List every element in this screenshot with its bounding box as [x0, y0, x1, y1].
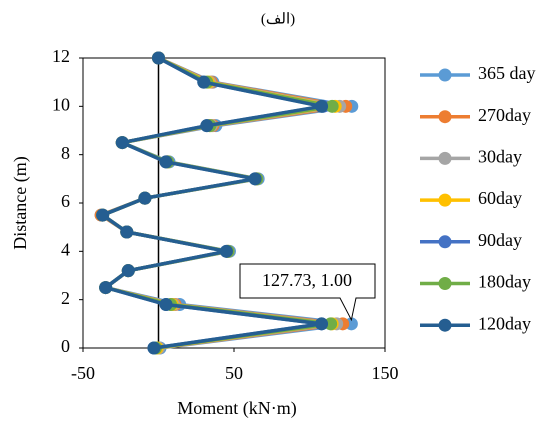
point: [159, 298, 173, 311]
legend-label: 90day: [478, 230, 522, 250]
legend-label: 180day: [478, 272, 531, 292]
x-tick-label: 150: [372, 363, 399, 383]
point: [120, 225, 134, 239]
annotation: 127.73, 1.00: [262, 270, 352, 290]
legend-marker: [438, 110, 452, 124]
y-tick-label: 12: [52, 46, 70, 66]
legend-label: 60day: [478, 188, 522, 208]
y-axis-title: Distance (m): [10, 156, 31, 249]
point: [325, 99, 339, 113]
y-tick-label: 0: [61, 336, 70, 356]
point: [147, 341, 161, 355]
point: [200, 119, 214, 133]
y-tick-label: 4: [61, 239, 70, 259]
legend-marker: [438, 68, 452, 82]
point: [96, 208, 110, 222]
x-tick-label: -50: [71, 363, 95, 383]
legend-label: 30day: [478, 147, 522, 167]
point: [121, 264, 135, 278]
point: [138, 191, 152, 205]
point: [159, 155, 173, 169]
point: [248, 172, 262, 186]
y-tick-label: 2: [61, 288, 70, 308]
legend-label: 270day: [478, 105, 531, 125]
series-line: [98, 56, 322, 350]
point: [219, 244, 233, 258]
chart-title: (الف): [261, 11, 295, 27]
y-tick-label: 8: [61, 143, 70, 163]
point: [99, 281, 113, 295]
point: [197, 75, 211, 89]
point: [152, 51, 165, 65]
point: [315, 317, 329, 331]
point: [115, 136, 129, 150]
y-tick-label: 6: [61, 191, 70, 211]
legend-marker: [438, 193, 452, 207]
legend-marker: [438, 277, 452, 290]
point: [315, 99, 329, 113]
x-tick-label: 50: [225, 363, 243, 383]
legend-marker: [438, 318, 452, 332]
x-axis-title: Moment (kN·m): [177, 398, 296, 419]
legend-label: 120day: [478, 313, 531, 333]
legend-label: 365 day: [478, 63, 536, 83]
legend-marker: [438, 235, 452, 249]
y-tick-label: 10: [52, 94, 70, 114]
annotation-box: [239, 263, 376, 322]
legend-marker: [438, 151, 452, 165]
point: [324, 317, 338, 331]
